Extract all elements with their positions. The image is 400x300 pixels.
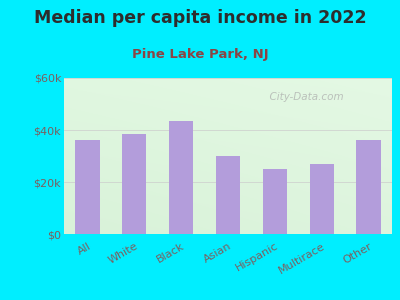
Bar <box>122 134 146 234</box>
Bar <box>263 169 287 234</box>
Bar <box>310 164 334 234</box>
Text: Pine Lake Park, NJ: Pine Lake Park, NJ <box>132 48 268 61</box>
Bar <box>356 140 381 234</box>
Text: City-Data.com: City-Data.com <box>263 92 344 102</box>
Text: Median per capita income in 2022: Median per capita income in 2022 <box>34 9 366 27</box>
Bar <box>169 121 193 234</box>
Bar <box>75 140 100 234</box>
Bar <box>216 156 240 234</box>
